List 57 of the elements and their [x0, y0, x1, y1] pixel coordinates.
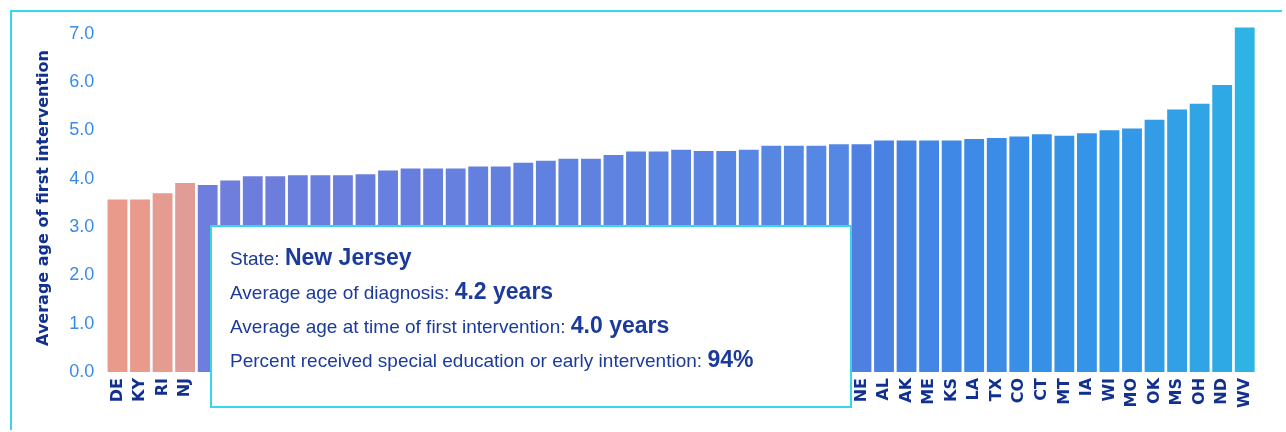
y-tick-label: 5.0 — [69, 119, 95, 140]
bar — [1167, 109, 1188, 372]
bar — [1212, 84, 1233, 372]
y-tick-label: 6.0 — [69, 70, 95, 91]
bar — [130, 199, 150, 372]
annotation: Average age at time of first intervention: 4.0 years — [230, 311, 671, 340]
bar — [1189, 103, 1210, 372]
bar — [874, 140, 894, 372]
x-tick-label: CO — [1008, 377, 1028, 404]
bar — [986, 138, 1007, 372]
annotation: Average age of diagnosis: 4.2 years — [230, 277, 555, 306]
x-tick-label: MS — [1166, 377, 1186, 406]
x-tick-label: OH — [1188, 377, 1208, 405]
x-tick-label: MO — [1121, 377, 1141, 408]
bar — [1234, 27, 1255, 372]
bar — [1054, 135, 1075, 372]
x-tick-label: AL — [873, 377, 893, 401]
bar — [941, 140, 962, 372]
x-tick-label: WV — [1233, 377, 1253, 408]
x-tick-label: IA — [1076, 377, 1096, 397]
x-tick-label: ND — [1211, 377, 1231, 405]
x-tick-label: CT — [1030, 377, 1050, 401]
x-tick-label: WI — [1098, 377, 1118, 402]
x-tick-label: RI — [151, 377, 171, 397]
y-tick-label: 1.0 — [69, 312, 95, 333]
bar — [1076, 133, 1097, 372]
x-tick-label: NE — [850, 377, 870, 403]
bar — [107, 199, 128, 372]
x-tick-label: LA — [963, 377, 983, 401]
x-tick-label: DE — [106, 377, 126, 403]
x-tick-label: KY — [129, 377, 149, 402]
y-axis-title: Average age of first intervention — [32, 50, 52, 346]
x-tick-label: ME — [918, 377, 938, 405]
x-tick-label: NJ — [174, 377, 194, 398]
y-tick-label: 2.0 — [69, 264, 95, 285]
x-tick-label: OK — [1143, 377, 1163, 404]
bar — [1122, 128, 1142, 372]
x-tick-label: MT — [1053, 377, 1073, 405]
annotation: State: New Jersey — [230, 243, 413, 272]
y-tick-label: 7.0 — [69, 22, 95, 43]
bar — [964, 139, 985, 372]
y-tick-label: 3.0 — [69, 215, 95, 236]
x-tick-label: AK — [895, 377, 915, 403]
bar — [896, 140, 917, 372]
x-tick-label: KS — [940, 377, 960, 402]
bar — [1009, 136, 1030, 372]
bar — [1099, 130, 1120, 372]
y-tick-label: 0.0 — [69, 360, 95, 381]
bar — [175, 183, 196, 372]
bar — [919, 140, 940, 372]
annotation: Percent received special education or early intervention: 94% — [230, 345, 755, 374]
y-tick-label: 4.0 — [69, 167, 95, 188]
bar — [1144, 119, 1165, 372]
bar — [1031, 134, 1052, 372]
bar — [851, 144, 872, 372]
bar — [152, 193, 173, 372]
x-tick-label: TX — [985, 377, 1005, 402]
